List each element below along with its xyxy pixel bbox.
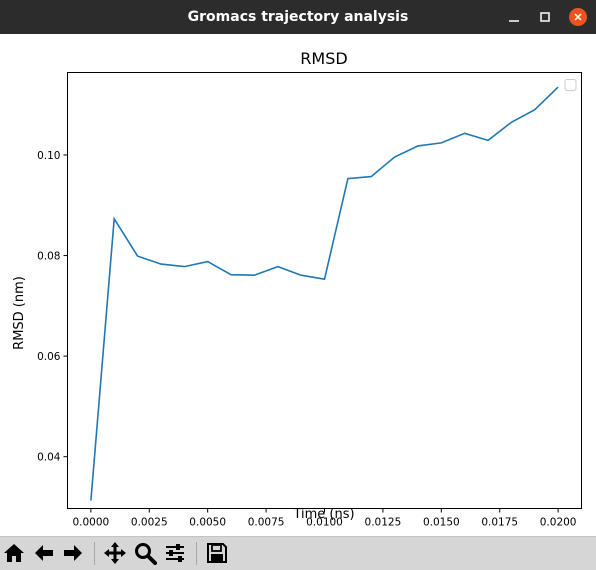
x-tick-label: 0.0150 xyxy=(423,517,460,529)
x-tick-label: 0.0200 xyxy=(540,517,577,529)
rmsd-series-line xyxy=(90,86,559,501)
zoom-icon[interactable] xyxy=(133,541,157,565)
toolbar-separator xyxy=(196,542,197,565)
y-tick-label: 0.06 xyxy=(37,351,61,363)
window-title: Gromacs trajectory analysis xyxy=(187,9,409,25)
back-arrow-icon[interactable] xyxy=(32,541,56,565)
x-tick-label: 0.0050 xyxy=(189,517,226,529)
save-icon[interactable] xyxy=(205,541,229,565)
maximize-icon[interactable] xyxy=(536,8,554,26)
x-tick-label: 0.0000 xyxy=(72,517,109,529)
toolbar-separator xyxy=(94,542,95,565)
y-tick-label: 0.04 xyxy=(37,452,61,464)
pan-icon[interactable] xyxy=(103,541,127,565)
plot-frame xyxy=(67,72,582,509)
x-tick-label: 0.0075 xyxy=(248,517,285,529)
x-tick-label: 0.0125 xyxy=(365,517,402,529)
window-titlebar: Gromacs trajectory analysis xyxy=(0,0,596,34)
y-tick-label: 0.10 xyxy=(37,150,60,162)
y-axis-label: RMSD (nm) xyxy=(12,276,27,350)
home-icon[interactable] xyxy=(2,541,26,565)
configure-subplots-icon[interactable] xyxy=(163,541,187,565)
x-tick-label: 0.0175 xyxy=(481,517,518,529)
forward-arrow-icon[interactable] xyxy=(61,541,85,565)
chart-title: RMSD xyxy=(300,49,347,68)
legend-box xyxy=(564,79,577,91)
x-tick-label: 0.0100 xyxy=(306,517,343,529)
minimize-icon[interactable] xyxy=(505,8,523,26)
navigation-toolbar xyxy=(0,536,596,570)
figure-canvas[interactable]: RMSD 0.0000 0.0025 0.0050 0.0075 0.0100 0.012… xyxy=(0,34,596,536)
x-axis-label: Time (ns) xyxy=(292,507,354,522)
x-tick-label: 0.0025 xyxy=(131,517,168,529)
y-tick-label: 0.08 xyxy=(37,251,60,263)
close-icon[interactable] xyxy=(569,8,587,26)
rmsd-chart: RMSD 0.0000 0.0025 0.0050 0.0075 0.0100 0.012… xyxy=(12,49,582,529)
